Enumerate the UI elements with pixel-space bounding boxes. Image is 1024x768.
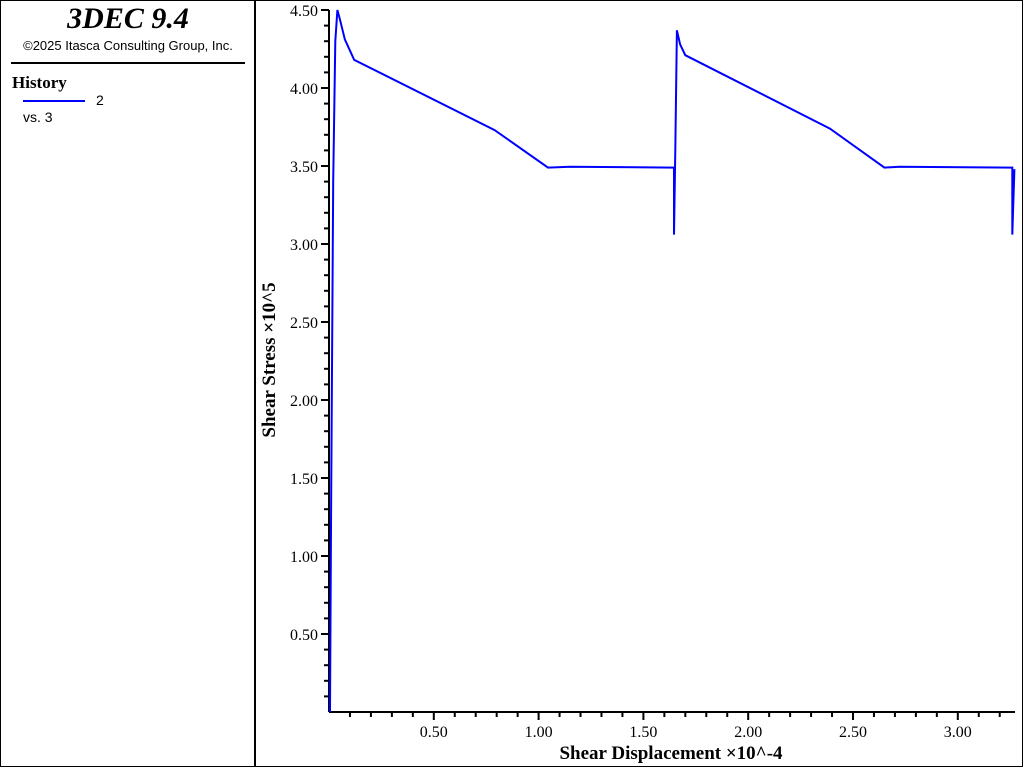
x-tick-label: 0.50 [420,724,448,741]
x-tick-label: 1.50 [629,724,657,741]
y-tick-label: 1.50 [290,471,318,488]
legend-panel: 3DEC 9.4 ©2025 Itasca Consulting Group, … [0,0,256,767]
legend-line-swatch [23,100,85,102]
x-axis-title: Shear Displacement ×10^-4 [559,743,783,764]
history-title: History [12,73,67,92]
y-tick-label: 3.50 [290,159,318,176]
y-tick-label: 4.50 [290,3,318,20]
copyright: ©2025 Itasca Consulting Group, Inc. [23,38,233,53]
x-tick-label: 2.50 [839,724,867,741]
history-id: 2 [96,92,104,108]
y-tick-label: 2.00 [290,393,318,410]
y-tick-label: 1.00 [290,549,318,566]
app-title: 3DEC 9.4 [67,2,189,35]
y-tick-label: 0.50 [290,627,318,644]
y-tick-label: 2.50 [290,315,318,332]
y-tick-label: 3.00 [290,237,318,254]
y-tick-label: 4.00 [290,81,318,98]
x-tick-label: 3.00 [944,724,972,741]
x-tick-label: 1.00 [525,724,553,741]
x-tick-label: 2.00 [734,724,762,741]
series-line [329,9,1016,713]
y-axis-title: Shear Stress ×10^5 [259,282,280,437]
divider [11,62,245,64]
history-vs: vs. 3 [23,109,53,125]
